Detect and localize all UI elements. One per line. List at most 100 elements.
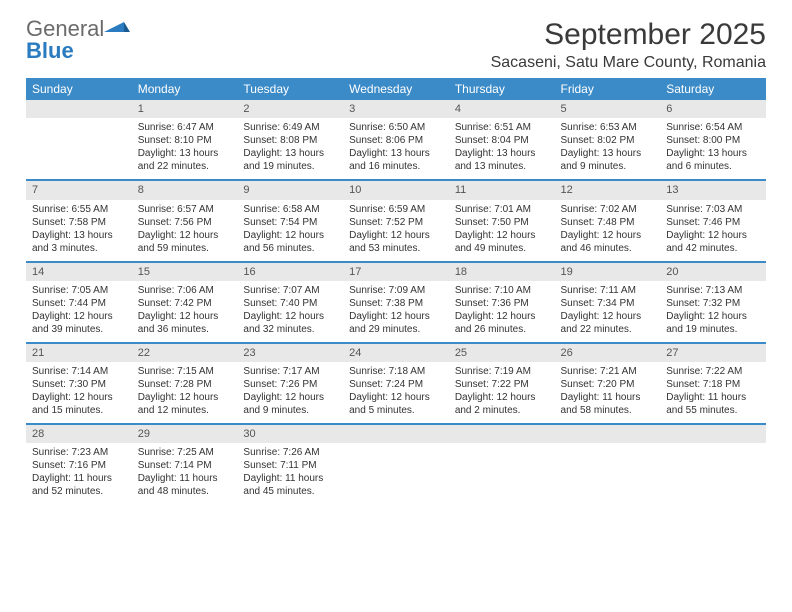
weekday-header: Wednesday: [343, 78, 449, 100]
sunrise-text: Sunrise: 7:10 AM: [455, 284, 549, 297]
daylight-text: Daylight: 13 hours: [349, 147, 443, 160]
daylight-text: and 15 minutes.: [32, 404, 126, 417]
weekday-header: Saturday: [660, 78, 766, 100]
daylight-text: and 42 minutes.: [666, 242, 760, 255]
daylight-text: and 49 minutes.: [455, 242, 549, 255]
sunrise-text: Sunrise: 7:02 AM: [561, 203, 655, 216]
day-number-cell: 30: [237, 424, 343, 443]
sunrise-text: Sunrise: 6:57 AM: [138, 203, 232, 216]
sunset-text: Sunset: 7:44 PM: [32, 297, 126, 310]
day-info-cell: [660, 443, 766, 504]
day-number-cell: 1: [132, 100, 238, 118]
daylight-text: and 9 minutes.: [243, 404, 337, 417]
day-info-cell: Sunrise: 6:51 AMSunset: 8:04 PMDaylight:…: [449, 118, 555, 180]
sunset-text: Sunset: 7:28 PM: [138, 378, 232, 391]
daylight-text: and 19 minutes.: [243, 160, 337, 173]
daylight-text: and 22 minutes.: [561, 323, 655, 336]
day-number-cell: 2: [237, 100, 343, 118]
sunset-text: Sunset: 7:16 PM: [32, 459, 126, 472]
day-info-cell: Sunrise: 7:19 AMSunset: 7:22 PMDaylight:…: [449, 362, 555, 424]
day-info-row: Sunrise: 7:05 AMSunset: 7:44 PMDaylight:…: [26, 281, 766, 343]
daylight-text: Daylight: 12 hours: [666, 229, 760, 242]
day-info-row: Sunrise: 6:55 AMSunset: 7:58 PMDaylight:…: [26, 200, 766, 262]
day-info-cell: Sunrise: 6:47 AMSunset: 8:10 PMDaylight:…: [132, 118, 238, 180]
day-info-row: Sunrise: 7:14 AMSunset: 7:30 PMDaylight:…: [26, 362, 766, 424]
day-info-cell: Sunrise: 7:25 AMSunset: 7:14 PMDaylight:…: [132, 443, 238, 504]
sunset-text: Sunset: 7:20 PM: [561, 378, 655, 391]
day-number-row: 21222324252627: [26, 343, 766, 362]
sunset-text: Sunset: 8:04 PM: [455, 134, 549, 147]
day-number-cell: 10: [343, 180, 449, 199]
weekday-header: Friday: [555, 78, 661, 100]
day-info-cell: Sunrise: 7:23 AMSunset: 7:16 PMDaylight:…: [26, 443, 132, 504]
daylight-text: and 52 minutes.: [32, 485, 126, 498]
brand-logo: General Blue: [26, 18, 130, 62]
day-number-cell: 26: [555, 343, 661, 362]
sunset-text: Sunset: 7:38 PM: [349, 297, 443, 310]
day-info-cell: Sunrise: 6:57 AMSunset: 7:56 PMDaylight:…: [132, 200, 238, 262]
day-number-cell: [449, 424, 555, 443]
sunrise-text: Sunrise: 7:01 AM: [455, 203, 549, 216]
day-number-cell: 9: [237, 180, 343, 199]
daylight-text: and 22 minutes.: [138, 160, 232, 173]
sunset-text: Sunset: 8:00 PM: [666, 134, 760, 147]
weekday-header: Sunday: [26, 78, 132, 100]
sunrise-text: Sunrise: 6:59 AM: [349, 203, 443, 216]
sunset-text: Sunset: 8:10 PM: [138, 134, 232, 147]
title-block: September 2025 Sacaseni, Satu Mare Count…: [491, 18, 766, 72]
daylight-text: and 5 minutes.: [349, 404, 443, 417]
logo-triangle-icon: [104, 18, 130, 36]
sunset-text: Sunset: 7:14 PM: [138, 459, 232, 472]
day-info-cell: Sunrise: 7:17 AMSunset: 7:26 PMDaylight:…: [237, 362, 343, 424]
daylight-text: and 9 minutes.: [561, 160, 655, 173]
day-number-cell: 13: [660, 180, 766, 199]
sunrise-text: Sunrise: 7:11 AM: [561, 284, 655, 297]
day-info-cell: Sunrise: 7:14 AMSunset: 7:30 PMDaylight:…: [26, 362, 132, 424]
day-info-cell: Sunrise: 7:07 AMSunset: 7:40 PMDaylight:…: [237, 281, 343, 343]
day-number-cell: [660, 424, 766, 443]
weekday-header: Tuesday: [237, 78, 343, 100]
day-number-row: 14151617181920: [26, 262, 766, 281]
day-number-cell: 18: [449, 262, 555, 281]
sunset-text: Sunset: 7:48 PM: [561, 216, 655, 229]
weekday-header: Monday: [132, 78, 238, 100]
daylight-text: and 12 minutes.: [138, 404, 232, 417]
daylight-text: Daylight: 11 hours: [32, 472, 126, 485]
sunrise-text: Sunrise: 7:22 AM: [666, 365, 760, 378]
daylight-text: Daylight: 13 hours: [455, 147, 549, 160]
sunrise-text: Sunrise: 7:18 AM: [349, 365, 443, 378]
daylight-text: and 26 minutes.: [455, 323, 549, 336]
sunset-text: Sunset: 7:18 PM: [666, 378, 760, 391]
sunrise-text: Sunrise: 7:25 AM: [138, 446, 232, 459]
day-info-cell: Sunrise: 7:09 AMSunset: 7:38 PMDaylight:…: [343, 281, 449, 343]
day-info-row: Sunrise: 6:47 AMSunset: 8:10 PMDaylight:…: [26, 118, 766, 180]
daylight-text: Daylight: 12 hours: [561, 310, 655, 323]
daylight-text: and 56 minutes.: [243, 242, 337, 255]
sunset-text: Sunset: 7:34 PM: [561, 297, 655, 310]
daylight-text: Daylight: 13 hours: [666, 147, 760, 160]
daylight-text: Daylight: 12 hours: [455, 310, 549, 323]
sunrise-text: Sunrise: 7:26 AM: [243, 446, 337, 459]
daylight-text: and 53 minutes.: [349, 242, 443, 255]
daylight-text: Daylight: 13 hours: [32, 229, 126, 242]
day-info-cell: Sunrise: 7:13 AMSunset: 7:32 PMDaylight:…: [660, 281, 766, 343]
daylight-text: Daylight: 11 hours: [666, 391, 760, 404]
day-number-cell: 20: [660, 262, 766, 281]
day-number-row: 78910111213: [26, 180, 766, 199]
sunrise-text: Sunrise: 7:06 AM: [138, 284, 232, 297]
daylight-text: Daylight: 12 hours: [243, 229, 337, 242]
logo-text-blue: Blue: [26, 40, 130, 62]
day-number-cell: 27: [660, 343, 766, 362]
day-number-cell: 8: [132, 180, 238, 199]
daylight-text: and 13 minutes.: [455, 160, 549, 173]
sunset-text: Sunset: 8:02 PM: [561, 134, 655, 147]
daylight-text: and 2 minutes.: [455, 404, 549, 417]
day-info-cell: [26, 118, 132, 180]
day-number-cell: 16: [237, 262, 343, 281]
sunrise-text: Sunrise: 7:09 AM: [349, 284, 443, 297]
day-info-cell: [555, 443, 661, 504]
day-number-cell: 28: [26, 424, 132, 443]
daylight-text: Daylight: 12 hours: [349, 391, 443, 404]
sunrise-text: Sunrise: 7:03 AM: [666, 203, 760, 216]
sunset-text: Sunset: 7:58 PM: [32, 216, 126, 229]
